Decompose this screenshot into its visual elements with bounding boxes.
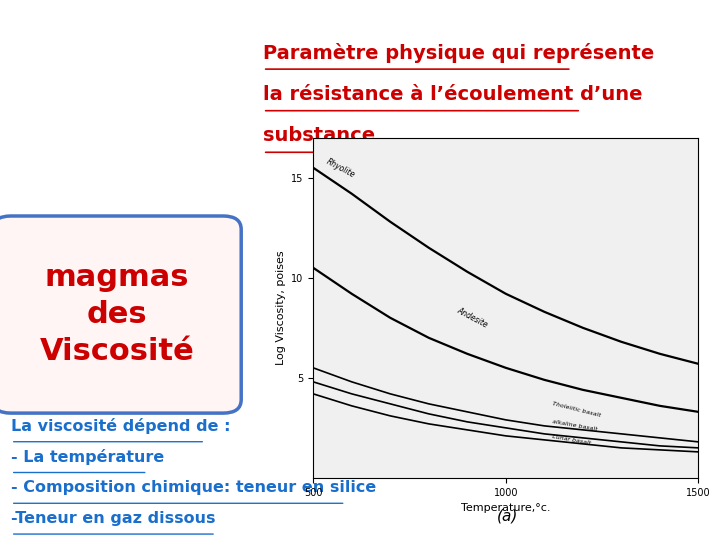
FancyBboxPatch shape (0, 216, 241, 413)
Text: Andesite: Andesite (456, 306, 490, 330)
Text: - La température: - La température (11, 449, 164, 465)
Text: -Teneur en gaz dissous: -Teneur en gaz dissous (11, 511, 215, 526)
Text: Viscosité: Viscosité (40, 337, 194, 366)
Text: - Composition chimique: teneur en silice: - Composition chimique: teneur en silice (11, 480, 376, 495)
Text: Lunar basalt: Lunar basalt (552, 434, 592, 446)
Text: La viscosité dépend de :: La viscosité dépend de : (11, 418, 230, 435)
Text: Paramètre physique qui représente: Paramètre physique qui représente (263, 43, 654, 63)
Y-axis label: Log Viscosity, poises: Log Viscosity, poises (276, 251, 286, 365)
Text: Rhyolite: Rhyolite (325, 157, 356, 180)
Text: (a): (a) (497, 509, 518, 524)
Text: Tholeiitic basalt: Tholeiitic basalt (552, 401, 601, 418)
X-axis label: Temperature,°c.: Temperature,°c. (461, 503, 551, 513)
Text: substance: substance (263, 126, 375, 145)
Text: la résistance à l’écoulement d’une: la résistance à l’écoulement d’une (263, 85, 642, 104)
Text: alkaline basalt: alkaline basalt (552, 419, 598, 432)
Text: des: des (86, 300, 148, 329)
Text: magmas: magmas (45, 264, 189, 292)
